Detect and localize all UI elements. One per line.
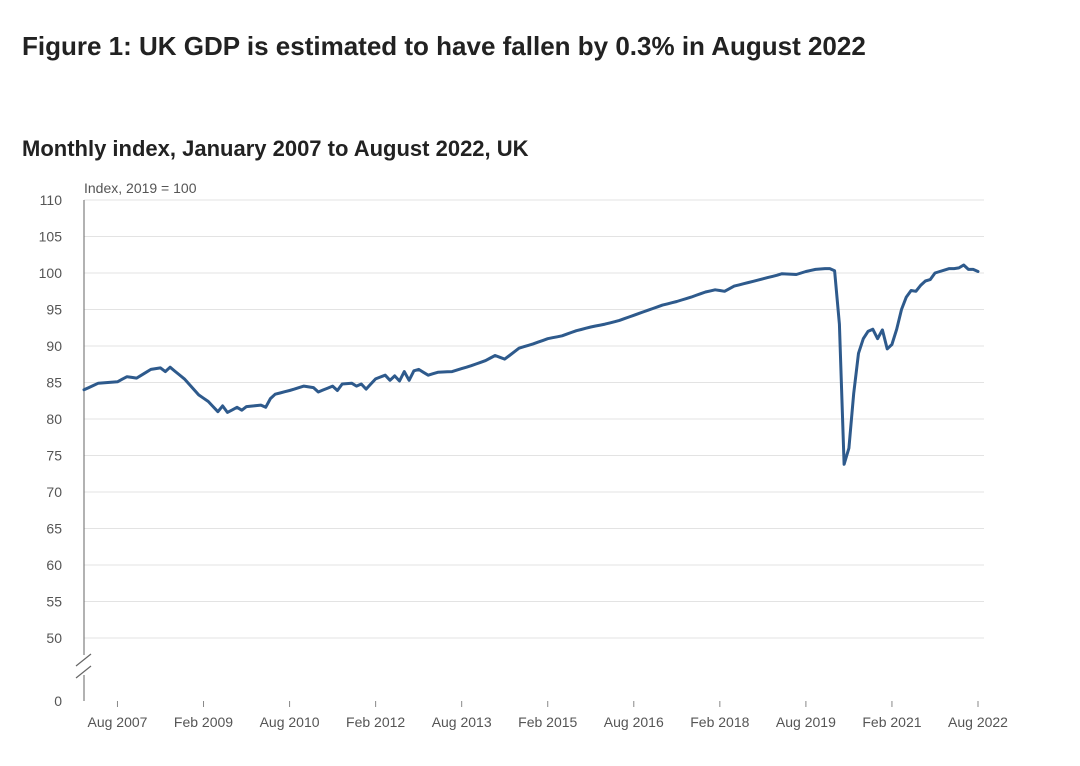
y-axis-label: Index, 2019 = 100 [84,180,197,196]
x-tick-label: Feb 2021 [862,714,921,730]
data-series [82,263,980,466]
y-tick-label: 70 [46,484,62,500]
x-axis-ticks: Aug 2007 Feb 2009 Aug 2010 Feb 2012 Aug 2013… [87,701,1008,730]
y-tick-label: 90 [46,338,62,354]
axis-break-mark [75,653,92,667]
y-axis-ticks: 0 50 55 60 65 70 75 80 85 90 95 100 105 110 [39,192,63,709]
y-tick-label: 95 [46,302,62,318]
x-tick-label: Feb 2012 [346,714,405,730]
x-tick-label: Feb 2009 [174,714,233,730]
y-tick-label: 85 [46,375,62,391]
x-tick-label: Aug 2007 [87,714,147,730]
y-tick-label: 60 [46,557,62,573]
x-tick-label: Aug 2022 [948,714,1008,730]
chart-subtitle: Monthly index, January 2007 to August 20… [22,136,529,161]
x-tick-label: Aug 2010 [260,714,320,730]
x-tick-label: Feb 2018 [690,714,749,730]
y-tick-label: 55 [46,594,62,610]
axis-break-mark [75,665,92,679]
x-tick-label: Aug 2016 [604,714,664,730]
y-tick-label: 50 [46,630,62,646]
y-tick-label: 65 [46,521,62,537]
y-tick-label: 80 [46,411,62,427]
y-tick-label: 75 [46,448,62,464]
y-tick-label: 105 [39,229,63,245]
y-tick-label: 110 [40,192,63,208]
series-line-gdp [82,263,980,466]
y-tick-label: 0 [54,693,62,709]
y-tick-label: 100 [39,265,63,281]
x-tick-label: Aug 2013 [432,714,492,730]
chart-title: Figure 1: UK GDP is estimated to have fa… [22,31,866,61]
x-tick-label: Aug 2019 [776,714,836,730]
axes [75,200,92,701]
gridlines [84,199,984,639]
x-tick-label: Feb 2015 [518,714,577,730]
